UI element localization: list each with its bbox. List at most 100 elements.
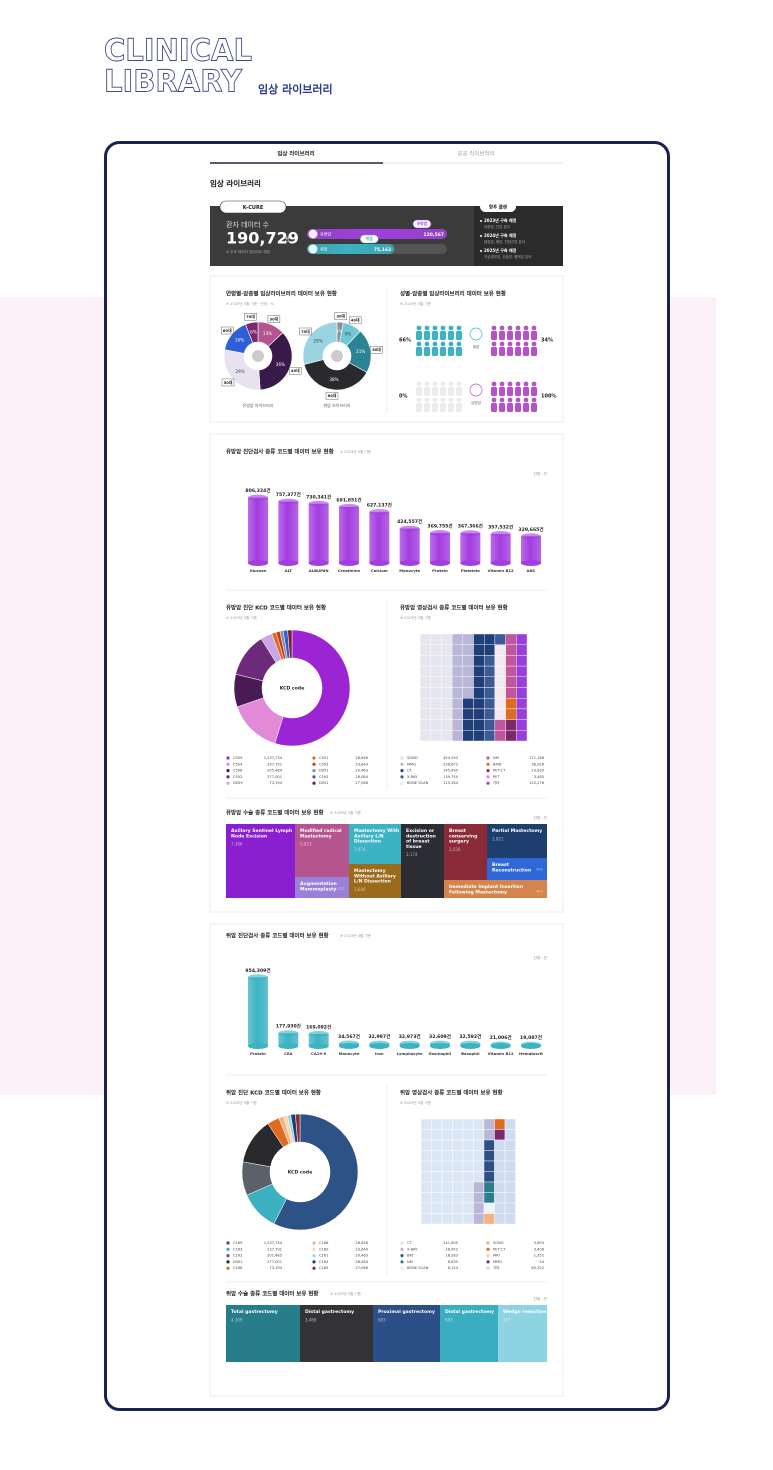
slice-tag: [334, 312, 347, 320]
value-label: 32,592건: [459, 1033, 481, 1040]
legend-value: 26,952: [445, 1247, 458, 1251]
legend-value: 20,463: [355, 1254, 368, 1258]
value-label: 730,341건: [306, 493, 331, 500]
bar: [248, 977, 268, 1046]
waffle-cell: [441, 719, 453, 731]
legend-name: NM: [493, 756, 499, 760]
slice-category: 60대: [223, 328, 232, 333]
waffle-cell: [504, 1181, 516, 1193]
waffle-cell: [451, 676, 464, 688]
legend-value: 139,750: [443, 775, 459, 779]
legend-value: 20,463: [355, 769, 368, 773]
legend-name: C161: [319, 1254, 328, 1258]
waffle-cell: [473, 1213, 485, 1225]
person-head: [456, 397, 462, 403]
legend-name: BMD: [493, 762, 502, 766]
waffle-cell: [494, 1150, 506, 1162]
legend-name: C168: [319, 1241, 329, 1245]
person-head: [416, 341, 422, 347]
legend-name: SONO: [407, 756, 418, 760]
waffle-cell: [431, 1150, 443, 1162]
tab[interactable]: 공공 라이브러리: [457, 150, 494, 158]
waffle-cell: [419, 687, 431, 699]
card-note: ※ 2023년 5월 기준: [400, 301, 432, 306]
legend-name: 기타: [493, 1265, 500, 1270]
waffle-cell: [494, 730, 506, 742]
kpi-unit: 명: [284, 236, 290, 244]
waffle-cell: [431, 1192, 443, 1204]
slice-category: 50대: [372, 347, 381, 352]
waffle-cell: [494, 719, 506, 731]
waffle-cell: [473, 1171, 485, 1183]
tab[interactable]: 임상 라이브러리: [277, 150, 314, 158]
emblem: [469, 383, 483, 397]
waffle-cell: [484, 687, 496, 699]
bar-top: [278, 498, 299, 505]
person-head: [499, 325, 505, 331]
value-label: 424,557건: [397, 518, 422, 525]
bar-name: 유방암: [320, 230, 331, 236]
emblem-label: 유방암: [471, 400, 482, 405]
x-tick-label: Eosinophil: [429, 1051, 451, 1056]
slice-label: 6%: [250, 329, 257, 334]
person-head: [531, 325, 537, 331]
waffle-cell: [451, 633, 464, 645]
legend-value: 237,791: [267, 1247, 282, 1251]
bullet: [480, 235, 482, 237]
value-label: 691,851건: [336, 496, 361, 503]
bar-tooltip: [359, 234, 379, 244]
x-tick-label: CA19-9: [311, 1051, 327, 1056]
waffle-cell: [505, 708, 517, 720]
waffle-cell: [462, 1181, 474, 1193]
waffle-cell: [420, 1192, 432, 1204]
person-body: [491, 387, 497, 396]
person-head: [499, 397, 505, 403]
waffle-cell: [505, 644, 517, 656]
person-head: [491, 381, 497, 387]
bar: [369, 512, 390, 563]
waffle-cell: [441, 1160, 453, 1172]
waffle-cell: [494, 1118, 506, 1130]
waffle-cell: [431, 1118, 443, 1130]
legend-name: C166: [233, 1266, 243, 1270]
waffle-cell: [419, 698, 431, 710]
bullet: [480, 250, 482, 252]
chart-title: 유방암 수술 종류 코드별 데이터 보유 현황: [226, 809, 324, 817]
tile-label: Distal gastrectomy: [445, 1309, 494, 1315]
person-body: [523, 403, 529, 412]
person-head: [448, 341, 454, 347]
waffle-cell: [430, 698, 442, 710]
value-label: 954,309건: [245, 967, 270, 974]
waffle-cell: [484, 665, 496, 677]
person-body: [424, 387, 430, 396]
card-title: 성별·암종별 임상라이브러리 데이터 보유 현황: [400, 290, 506, 298]
tile-label: Augmentation Mammoplasty: [300, 881, 338, 892]
donut-slice: [303, 359, 368, 391]
legend-name: MRI: [493, 1254, 500, 1258]
x-tick-label: Vitamin B12: [488, 568, 514, 573]
person-head: [440, 325, 446, 331]
legend-name: C164: [319, 1260, 329, 1264]
legend-name: BKT: [407, 1254, 415, 1258]
waffle-cell: [441, 730, 453, 742]
x-tick-label: Hematocrit: [519, 1051, 543, 1056]
percent: 66%: [399, 338, 411, 344]
badge: [219, 200, 287, 214]
legend-dot: [226, 1241, 230, 1245]
person-head: [531, 341, 537, 347]
donut-caption: 위암 라이브러리: [323, 402, 350, 408]
person-head: [424, 397, 430, 403]
chart-title: 위암 영상검사 종류 코드별 데이터 보유 현황: [400, 1089, 503, 1097]
bar-value: 120,567: [424, 232, 445, 238]
person-body: [416, 347, 422, 356]
person-body: [515, 347, 521, 356]
waffle-cell: [420, 1129, 432, 1141]
person-body: [523, 331, 529, 340]
tile: [226, 824, 295, 898]
plan-desc: 대장암, 간암 분야: [484, 224, 511, 229]
person-body: [424, 403, 430, 412]
waffle-cell: [473, 698, 485, 710]
tile-label: Mastectomy Without Axillary L/N Dissecti…: [354, 868, 398, 885]
tile-value: 983: [378, 1317, 386, 1322]
waffle-cell: [462, 665, 474, 677]
